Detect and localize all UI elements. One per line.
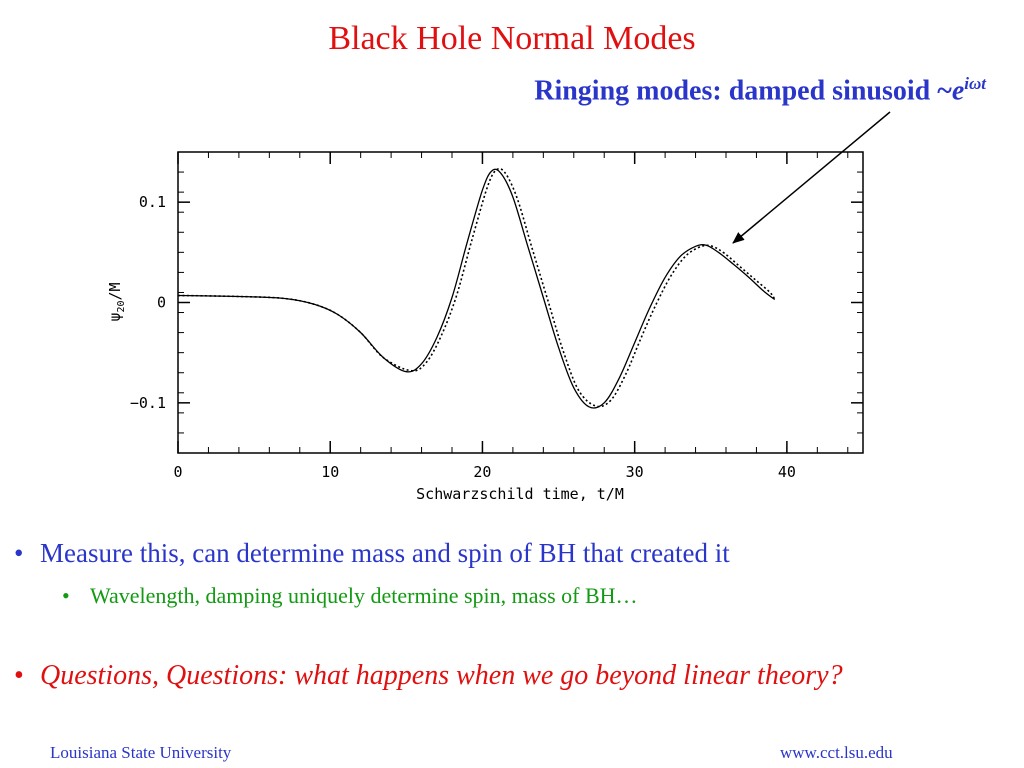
bullet-text: Questions, Questions: what happens when … [40,660,843,691]
footer-university: Louisiana State University [50,743,232,762]
subtitle-formula-exponent: iωt [964,74,986,93]
x-tick-label: 30 [626,463,644,481]
series-line-solid [177,168,776,409]
subtitle-text: Ringing modes: damped sinusoid ~ [534,75,952,107]
y-axis-label-main: ψ [106,313,124,322]
axis-ticks [177,151,863,454]
bullet-text: Measure this, can determine mass and spi… [40,538,730,568]
x-tick-label: 40 [778,463,796,481]
bullet-questions: • Questions, Questions: what happens when… [14,660,843,692]
y-tick-label: 0 [157,294,166,312]
y-axis-label-tail: /M [106,282,124,300]
y-axis-label-sub: 20 [116,300,127,312]
bullet-text: Wavelength, damping uniquely determine s… [90,583,638,608]
bullet-dot: • [14,538,24,568]
x-axis-label: Schwarzschild time, t/M [416,485,624,503]
bullet-dot: • [62,583,70,608]
series-lines [177,167,776,409]
footer-url: www.cct.lsu.edu [780,743,893,762]
bullet-dot: • [14,660,24,691]
subtitle-formula-base: e [951,75,965,107]
bullet-measure: • Measure this, can determine mass and sp… [14,538,730,569]
tick-labels: 0 10 20 30 40 0.1 0 −0.1 [130,193,796,481]
slide-title: Black Hole Normal Modes [328,20,696,57]
series-line-dotted [177,167,776,408]
plot-frame [177,151,864,454]
x-tick-label: 0 [173,463,182,481]
subtitle: Ringing modes: damped sinusoid ~eiωt [534,74,986,107]
x-tick-label: 10 [321,463,339,481]
y-tick-label: 0.1 [139,193,166,211]
y-tick-label: −0.1 [130,394,166,412]
bullet-wavelength: • Wavelength, damping uniquely determine … [62,583,638,609]
x-tick-label: 20 [473,463,491,481]
annotation-arrow [732,111,891,244]
y-axis-label: ψ20/M [106,282,127,321]
